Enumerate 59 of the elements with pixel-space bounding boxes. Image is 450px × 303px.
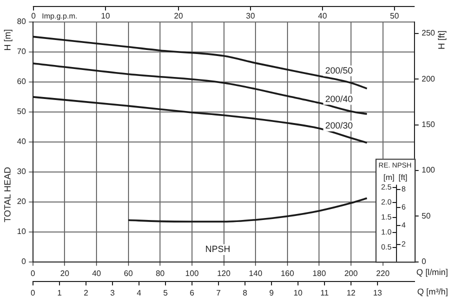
y2-tick-label: 150 — [422, 120, 436, 129]
y-tick-label: 0 — [21, 257, 26, 266]
y2-tick-label: 100 — [422, 166, 436, 175]
x-tick-label: 160 — [280, 268, 295, 278]
x-tick-label: 180 — [312, 268, 326, 278]
y-tick-label: 70 — [16, 47, 26, 56]
x2-tick-label: 4 — [136, 288, 142, 298]
text: 0 — [31, 12, 36, 21]
x2-tick-label: 8 — [242, 288, 248, 298]
x2-tick-label: 7 — [216, 288, 222, 298]
y2-tick-label: 0 — [422, 257, 427, 266]
series-label: 200/50 — [325, 65, 353, 76]
x-tick-label: 0 — [30, 268, 36, 278]
y-tick-label: 40 — [16, 137, 26, 146]
x-tick-label: 220 — [376, 268, 390, 278]
series-label: 200/40 — [325, 94, 353, 104]
text: 40 — [318, 12, 328, 21]
x-tick-label: 60 — [124, 268, 134, 278]
x2-tick-label: 9 — [269, 288, 274, 298]
x2-tick-label: 6 — [190, 288, 195, 298]
y-tick-label: 20 — [16, 197, 26, 206]
x2-axis-title: Q [m³/h] — [417, 286, 448, 297]
x-tick-label: 140 — [248, 268, 263, 278]
text: 10 — [101, 12, 110, 21]
x-axis-title: Q [l/min] — [416, 267, 448, 278]
y-tick-label: 60 — [16, 77, 26, 86]
x2-tick-label: 13 — [373, 288, 383, 298]
text: NPSH — [205, 244, 230, 254]
text: 20 — [174, 12, 184, 21]
x-tick-label: 120 — [217, 268, 231, 278]
x2-tick-label: 3 — [110, 288, 116, 298]
y2-tick-label: 250 — [422, 28, 436, 38]
y-tick-label: 50 — [16, 107, 26, 116]
y-tick-label: 10 — [16, 227, 26, 236]
text: 30 — [246, 12, 256, 21]
x2-tick-label: 1 — [57, 288, 62, 298]
x-tick-label: 200 — [344, 268, 358, 278]
series-label: 200/30 — [325, 120, 353, 130]
x2-tick-label: 5 — [163, 288, 168, 298]
x2-tick-label: 11 — [320, 288, 330, 298]
y2-tick-label: 50 — [422, 211, 432, 220]
x2-tick-label: 2 — [84, 288, 89, 298]
y-tick-label: 30 — [16, 167, 26, 176]
x-tick-label: 100 — [185, 268, 200, 278]
y-tick-label: 80 — [16, 17, 26, 26]
x2-tick-label: 0 — [30, 288, 36, 298]
y3-axis-title: [m] — [383, 172, 394, 182]
text: TOTAL HEAD — [2, 166, 12, 222]
y2-axis-title: H [ft] — [436, 30, 446, 50]
x2-tick-label: 12 — [346, 288, 356, 298]
text: 50 — [390, 12, 400, 21]
x-tick-label: 20 — [60, 268, 70, 278]
line-series — [127, 197, 368, 223]
x2-tick-label: 10 — [294, 288, 303, 298]
x-tick-label: 80 — [156, 268, 166, 278]
y2-tick-label: 200 — [422, 74, 436, 84]
annotation: [ft] — [398, 172, 408, 182]
y-axis-title: H [m] — [2, 29, 12, 51]
x-tick-label: 40 — [92, 268, 102, 278]
